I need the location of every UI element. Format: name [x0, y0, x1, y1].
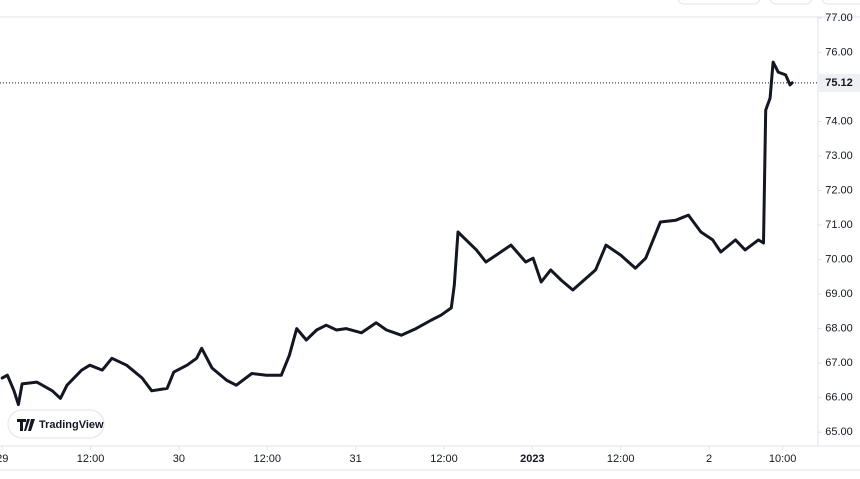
y-tick-label: 74.00 [825, 115, 853, 127]
y-tick-label: 68.00 [825, 323, 853, 335]
watermark: TradingView [7, 409, 105, 439]
y-tick-label: 71.00 [825, 219, 853, 231]
y-tick-label: 66.00 [825, 392, 853, 404]
watermark-badge [7, 409, 105, 439]
y-tick-label: 67.00 [825, 357, 853, 369]
toolbar-button[interactable] [821, 0, 860, 5]
y-tick-label: 69.00 [825, 288, 853, 300]
y-tick-label: 76.00 [825, 46, 853, 58]
plot [0, 60, 818, 407]
toolbar-button[interactable] [677, 0, 761, 5]
x-tick-label: 2 [706, 453, 712, 465]
x-tick-label: 12:00 [254, 453, 282, 465]
x-tick-label: 31 [349, 453, 361, 465]
x-tick-label: 30 [173, 453, 185, 465]
price-line [0, 60, 794, 407]
x-tick-label: 29 [0, 453, 8, 465]
x-tick-label: 10:00 [769, 453, 797, 465]
y-tick-label: 70.00 [825, 253, 853, 265]
x-tick-label: 2023 [520, 453, 544, 465]
y-tick-label: 72.00 [825, 184, 853, 196]
y-tick-label: 73.00 [825, 150, 853, 162]
x-tick-label: 12:00 [77, 453, 105, 465]
x-tick-label: 12:00 [430, 453, 458, 465]
last-price-label: 75.12 [825, 77, 853, 89]
toolbar-button[interactable] [769, 0, 813, 5]
watermark-text: TradingView [39, 419, 104, 431]
last-price-badge [819, 73, 860, 92]
y-tick-label: 77.00 [825, 12, 853, 24]
watermark-logo [17, 419, 35, 431]
x-tick-label: 12:00 [607, 453, 635, 465]
y-tick-label: 65.00 [825, 426, 853, 438]
